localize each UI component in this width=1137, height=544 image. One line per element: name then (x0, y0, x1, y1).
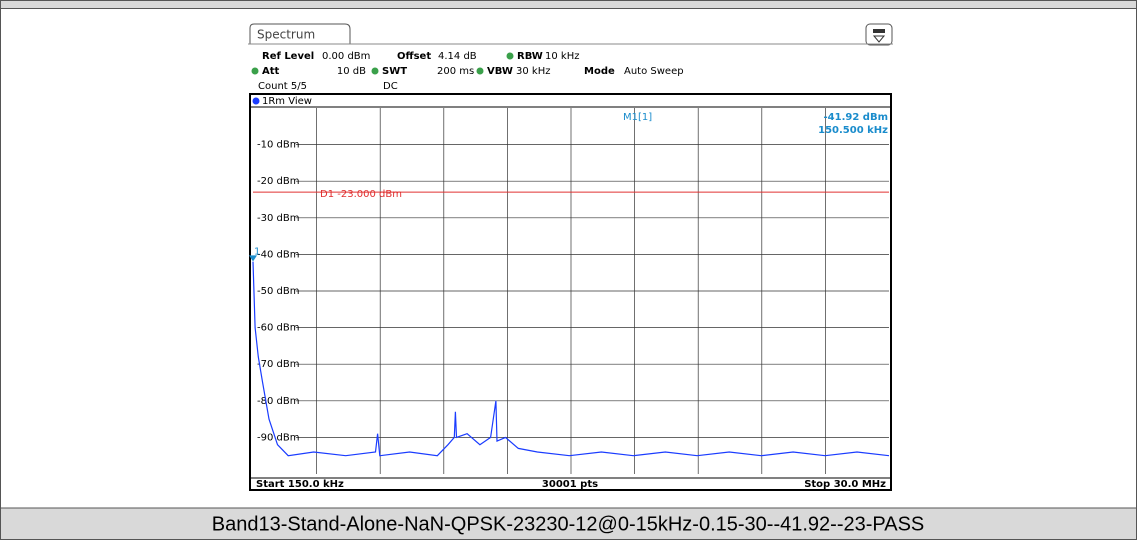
coupling: DC (383, 81, 398, 92)
marker-x: 150.500 kHz (818, 125, 888, 136)
y-tick-label: -70 dBm (257, 359, 299, 370)
value: 4.14 dB (438, 51, 477, 62)
status-dot (506, 52, 514, 60)
tab (249, 23, 351, 44)
label: Ref Level (262, 51, 314, 62)
tab-title: Spectrum (257, 28, 315, 42)
value: Auto Sweep (624, 66, 684, 77)
label: Att (262, 66, 280, 77)
caption: Band13-Stand-Alone-NaN-QPSK-23230-12@0-1… (212, 513, 925, 535)
value: 10 dB (337, 66, 366, 77)
top-band (0, 0, 1137, 9)
start-label: Start 150.0 kHz (256, 479, 344, 490)
y-tick-label: -20 dBm (257, 176, 299, 187)
y-tick-label: -80 dBm (257, 396, 299, 407)
marker-name: M1[1] (623, 112, 652, 123)
y-tick-label: -90 dBm (257, 432, 299, 443)
y-tick-label: -50 dBm (257, 286, 299, 297)
icon (872, 35, 886, 43)
caption-band (0, 507, 1137, 540)
display-frame (249, 93, 892, 491)
y-tick-label: -40 dBm (257, 249, 299, 260)
icon-button[interactable] (865, 23, 893, 46)
stop-label: Stop 30.0 MHz (804, 479, 886, 490)
value: 10 kHz (545, 51, 579, 62)
marker (249, 255, 258, 262)
trace-dot (252, 97, 260, 105)
label: VBW (487, 66, 513, 77)
status-dot (251, 67, 259, 75)
value: 0.00 dBm (322, 51, 370, 62)
display-line-label: D1 -23.000 dBm (320, 189, 402, 200)
label: Mode (584, 66, 615, 77)
y-tick-label: -30 dBm (257, 213, 299, 224)
status-dot (476, 67, 484, 75)
label: RBW (517, 51, 543, 62)
icon (873, 29, 885, 33)
value: 200 ms (437, 66, 474, 77)
status-dot (371, 67, 379, 75)
points-label: 30001 pts (542, 479, 598, 490)
count: Count 5/5 (258, 81, 307, 92)
value: 30 kHz (516, 66, 550, 77)
view-label: 1Rm View (262, 96, 312, 107)
trace (252, 261, 890, 457)
label: Offset (397, 51, 431, 62)
y-tick-label: -10 dBm (257, 140, 299, 151)
marker-value: -41.92 dBm (824, 112, 888, 123)
marker-number: 1 (254, 246, 260, 257)
y-tick-label: -60 dBm (257, 323, 299, 334)
label: SWT (382, 66, 407, 77)
